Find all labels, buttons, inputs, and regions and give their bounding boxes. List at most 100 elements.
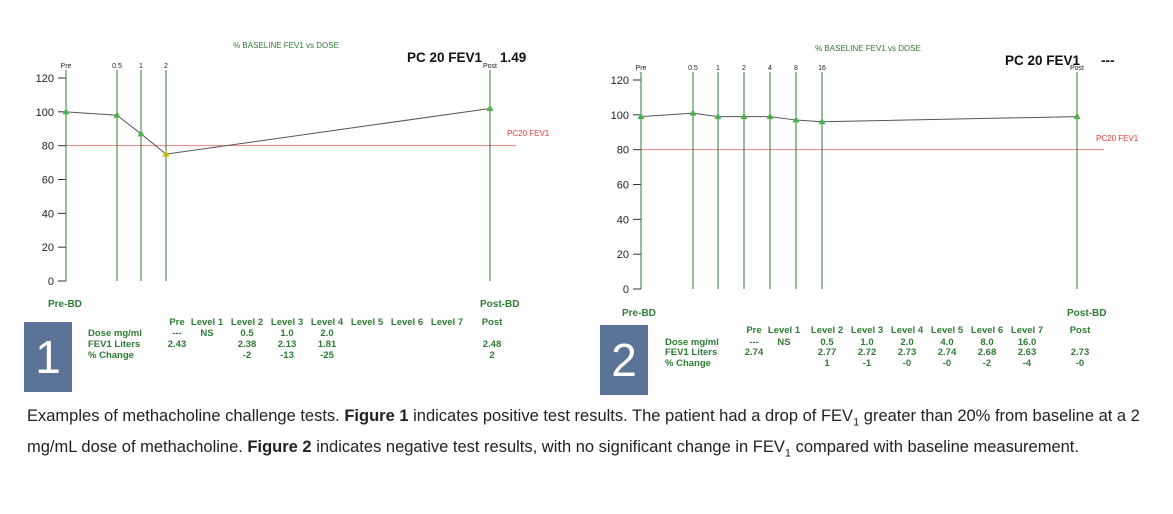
pc20-label: PC 20 FEV1 xyxy=(407,50,483,65)
dose-label: Post xyxy=(483,63,497,70)
post-bd-label: Post-BD xyxy=(480,299,519,310)
table-cell: -2 xyxy=(983,358,991,369)
table-cell: 4.0 xyxy=(940,337,953,348)
table-cell: 2.0 xyxy=(900,337,913,348)
table-column-header: Level 6 xyxy=(391,317,423,328)
dose-label: Pre xyxy=(61,63,72,70)
dose-label: Pre xyxy=(636,65,647,72)
data-point-marker xyxy=(113,111,121,118)
table-column-header: Level 2 xyxy=(811,325,843,336)
table-cell: 2.72 xyxy=(858,347,877,358)
figure-2-badge: 2 xyxy=(600,325,648,395)
table-cell: -0 xyxy=(903,358,911,369)
caption-subscript: 1 xyxy=(784,447,791,460)
table-cell: 2.13 xyxy=(278,339,297,350)
dose-label: 4 xyxy=(768,65,772,72)
pc20-threshold-label: PC20 FEV1 xyxy=(507,129,550,138)
data-point-marker xyxy=(162,150,170,157)
table-cell: NS xyxy=(777,337,790,348)
table-cell: -25 xyxy=(320,350,334,361)
table-column-header: Post xyxy=(1070,325,1091,336)
table-cell: --- xyxy=(172,328,182,339)
data-point-marker xyxy=(792,116,800,123)
y-tick-label: 20 xyxy=(42,242,54,254)
y-tick-label: 0 xyxy=(48,276,54,288)
y-tick-label: 20 xyxy=(617,249,629,261)
table-column-header: Level 1 xyxy=(768,325,801,336)
caption-text: indicates negative test results, with no… xyxy=(311,438,785,457)
table-cell: 2.74 xyxy=(938,347,957,358)
table-cell: 2.73 xyxy=(1071,347,1090,358)
table-column-header: Level 5 xyxy=(351,317,384,328)
table-cell: 1.0 xyxy=(280,328,293,339)
data-point-marker xyxy=(766,112,774,120)
table-column-header: Level 6 xyxy=(971,325,1003,336)
caption-text: indicates positive test results. The pat… xyxy=(408,407,854,425)
table-row-label: FEV1 Liters xyxy=(88,339,140,350)
chart-title: % BASELINE FEV1 vs DOSE xyxy=(815,44,921,53)
y-tick-label: 40 xyxy=(42,208,54,220)
table-column-header: Level 4 xyxy=(311,317,344,328)
fev1-series-line xyxy=(640,112,1078,123)
figure-caption: Examples of methacholine challenge tests… xyxy=(27,404,1157,467)
caption-subscript: 1 xyxy=(853,416,860,429)
table-cell: 0.5 xyxy=(820,337,834,348)
table-column-header: Post xyxy=(482,317,503,328)
table-row-label: Dose mg/ml xyxy=(665,337,719,348)
table-cell: 2.68 xyxy=(978,347,997,358)
data-point-marker xyxy=(714,112,722,120)
dose-label: 16 xyxy=(818,65,826,72)
table-cell: 2.63 xyxy=(1018,347,1037,358)
pc20-threshold-label: PC20 FEV1 xyxy=(1096,134,1139,143)
dose-label: 0.5 xyxy=(688,65,698,72)
y-tick-label: 120 xyxy=(36,73,54,85)
table-cell: 0.5 xyxy=(240,328,254,339)
caption-text: compared with baseline measurement. xyxy=(791,438,1079,457)
pc20-label: PC 20 FEV1 xyxy=(1005,53,1081,68)
dose-label: 1 xyxy=(139,63,143,70)
y-tick-label: 0 xyxy=(623,284,629,296)
y-tick-label: 100 xyxy=(611,110,629,122)
y-tick-label: 40 xyxy=(617,214,629,226)
table-row-label: % Change xyxy=(88,350,134,361)
data-point-marker xyxy=(637,112,645,120)
pre-bd-label: Pre-BD xyxy=(48,299,82,310)
table-cell: 1.81 xyxy=(318,339,337,350)
y-tick-label: 60 xyxy=(42,175,54,187)
table-cell: 2.43 xyxy=(168,339,187,350)
pc20-value: 1.49 xyxy=(500,50,526,65)
data-point-marker xyxy=(1073,112,1081,120)
table-column-header: Level 3 xyxy=(271,317,303,328)
fev1-series-line xyxy=(65,107,491,155)
table-column-header: Level 7 xyxy=(1011,325,1043,336)
y-tick-label: 60 xyxy=(617,180,629,192)
table-cell: 2.0 xyxy=(320,328,333,339)
table-row-label: FEV1 Liters xyxy=(665,347,717,358)
table-column-header: Level 2 xyxy=(231,317,263,328)
table-cell: 16.0 xyxy=(1018,337,1037,348)
caption-figure-1: Figure 1 xyxy=(344,407,409,425)
dose-label: 1 xyxy=(716,65,720,72)
figure-1-badge: 1 xyxy=(24,322,72,392)
y-tick-label: 120 xyxy=(611,75,629,87)
table-cell: 2.48 xyxy=(483,339,502,350)
caption-text: greater than 20% from baseline at a 2 mg… xyxy=(27,407,1140,457)
table-column-header: Pre xyxy=(746,325,761,336)
table-cell: 2.77 xyxy=(818,347,837,358)
table-column-header: Level 1 xyxy=(191,317,224,328)
chart-title: % BASELINE FEV1 vs DOSE xyxy=(233,41,339,50)
data-point-marker xyxy=(486,104,494,111)
table-cell: 2.38 xyxy=(238,339,257,350)
table-cell: 1.0 xyxy=(860,337,873,348)
table-cell: -13 xyxy=(280,350,294,361)
dose-label: 2 xyxy=(742,65,746,72)
dose-label: 0.5 xyxy=(112,63,122,70)
table-cell: -0 xyxy=(1076,358,1084,369)
table-column-header: Pre xyxy=(169,317,184,328)
table-cell: NS xyxy=(200,328,213,339)
dose-label: Post xyxy=(1070,65,1084,72)
table-column-header: Level 3 xyxy=(851,325,883,336)
pc20-value: --- xyxy=(1101,53,1115,68)
table-row-label: Dose mg/ml xyxy=(88,328,142,339)
